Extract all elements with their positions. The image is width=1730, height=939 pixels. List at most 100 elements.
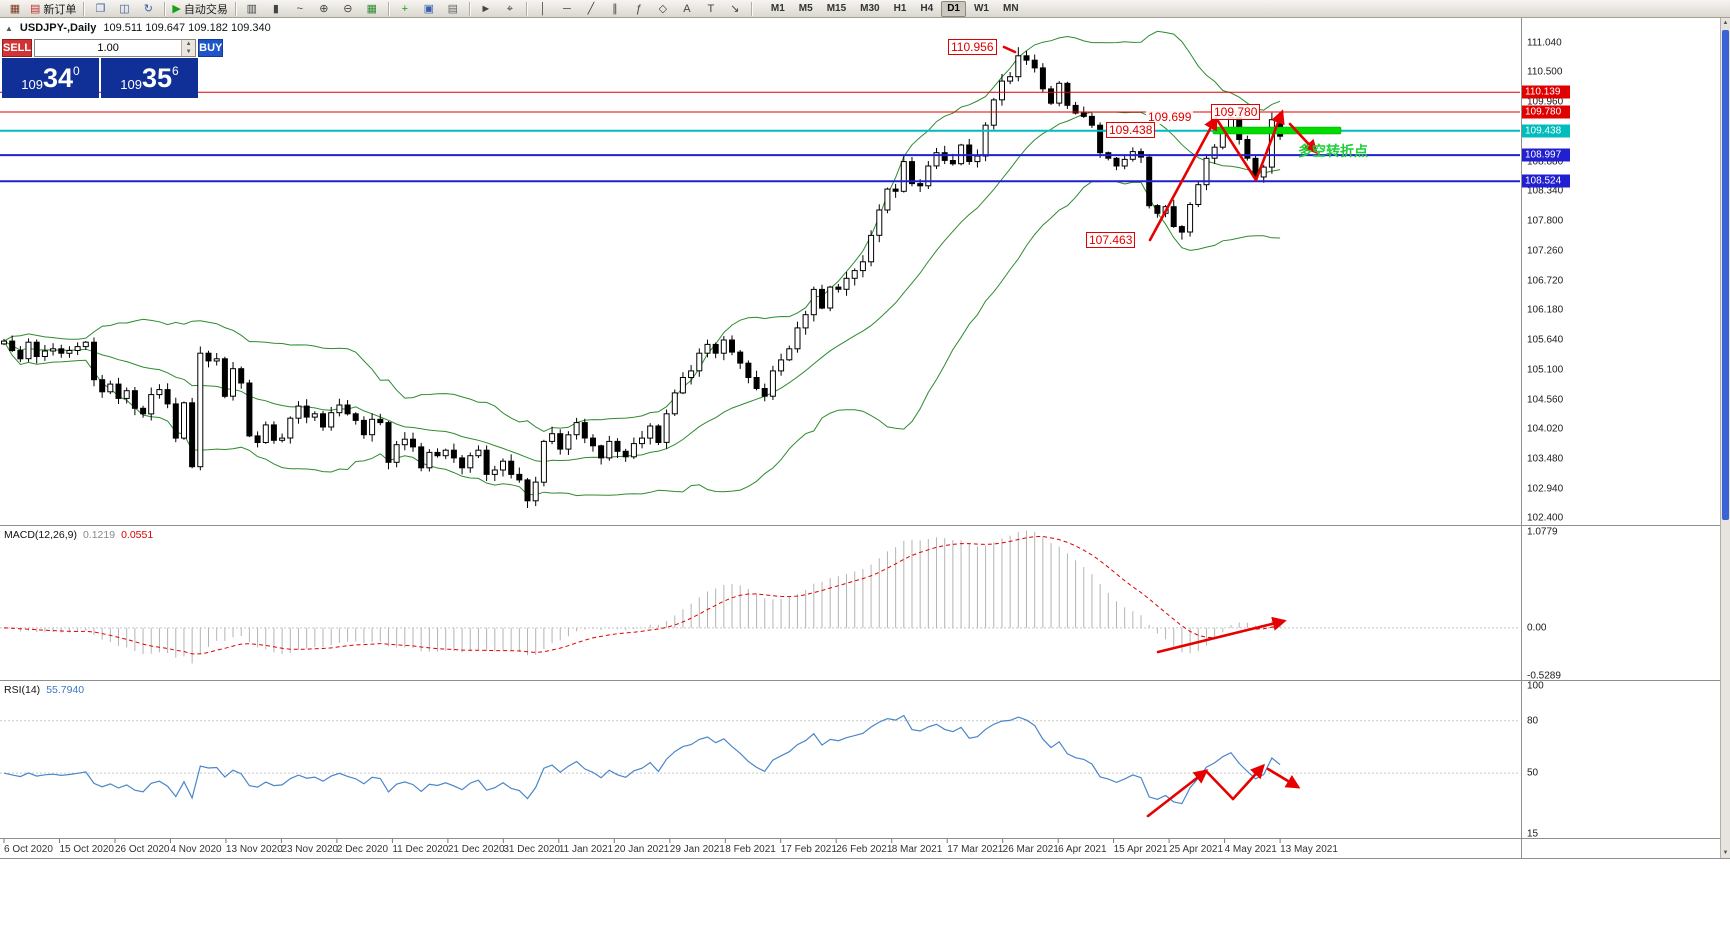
shapes-button[interactable]: ◇ — [651, 0, 675, 18]
volume-up-button[interactable]: ▲ — [182, 40, 196, 48]
rsi-value: 55.7940 — [46, 684, 85, 696]
fibonacci-icon: ƒ — [635, 2, 642, 15]
cursor-button[interactable]: ► — [474, 0, 498, 18]
auto-trading-icon: ▶ — [172, 2, 181, 15]
timeframe-h4-button[interactable]: H4 — [920, 2, 934, 14]
annotation-price-label[interactable]: 109.780 — [1211, 104, 1261, 120]
sell-price-pips: 34 — [42, 62, 74, 93]
market-watch-icon: ◫ — [119, 2, 130, 15]
chart-header: ▲ USDJPY-,Daily 109.511 109.647 109.182 … — [5, 22, 271, 34]
line-chart-button[interactable]: ~ — [288, 0, 312, 18]
scrollbar-thumb[interactable] — [1722, 30, 1729, 520]
auto-trading-button[interactable]: ▶ 自动交易 — [169, 0, 230, 18]
toolbar-separator — [83, 1, 85, 16]
buy-price-point: 6 — [172, 63, 179, 78]
text-label-icon: T — [707, 2, 715, 15]
candlestick-chart-button[interactable]: ▮ — [264, 0, 288, 18]
refresh-icon: ↻ — [143, 2, 154, 15]
toolbar-separator — [750, 1, 752, 16]
timeframe-toolbar: M1 M5 M15 M30 H1 H4 D1 W1 MN — [764, 0, 1026, 17]
arrows-tool-button[interactable]: ↘ — [723, 0, 747, 18]
timeframe-m15-button[interactable]: M15 — [826, 2, 847, 14]
annotation-price-label[interactable]: 110.956 — [948, 39, 997, 55]
channel-icon: ∥ — [612, 2, 618, 15]
scroll-up-icon[interactable]: ▲ — [1722, 20, 1729, 26]
toolbar-button-group: ▦ ▤ 新订单 ❐ ◫ ↻ ▶ 自动交易 ▥ ▮ ~ ⊕ ⊖ ▦ + ▣ ▤ ► ⌖ │ ─ ╱ ∥ ƒ ◇ A T ↘ — [3, 0, 756, 18]
rsi-indicator-label: RSI(14) — [4, 684, 41, 696]
cursor-icon: ► — [480, 2, 492, 15]
tile-windows-button[interactable]: ▣ — [417, 0, 441, 18]
timeframe-mn-button[interactable]: MN — [1002, 2, 1019, 14]
text-button[interactable]: A — [675, 0, 699, 18]
vertical-scrollbar[interactable]: ▲ ▼ — [1720, 18, 1730, 858]
tile-windows-icon: ▣ — [423, 2, 435, 15]
volume-down-button[interactable]: ▼ — [182, 48, 196, 56]
candlestick-chart-icon: ▮ — [272, 2, 279, 15]
annotation-price-label[interactable]: 107.463 — [1086, 232, 1136, 248]
new-order-button[interactable]: ▤ 新订单 — [27, 0, 79, 18]
templates-icon: ▤ — [447, 2, 459, 15]
zoom-out-icon: ⊖ — [343, 2, 353, 15]
chart-title: USDJPY-,Daily — [19, 22, 97, 34]
buy-price-pips: 35 — [141, 62, 173, 93]
volume-field: ▲ ▼ — [34, 39, 197, 57]
zoom-out-button[interactable]: ⊖ — [336, 0, 360, 18]
grid-icon: ▦ — [366, 2, 378, 15]
grid-button[interactable]: ▦ — [360, 0, 384, 18]
zoom-in-icon: ⊕ — [319, 2, 329, 15]
bar-chart-icon: ▥ — [246, 2, 258, 15]
buy-button[interactable]: BUY — [198, 39, 224, 57]
buy-price-display[interactable]: 109 35 6 — [101, 58, 198, 98]
toolbar-separator — [234, 1, 236, 16]
new-chart-button[interactable]: ▦ — [3, 0, 27, 18]
profiles-icon: ❐ — [95, 2, 106, 15]
shapes-icon: ◇ — [658, 2, 668, 15]
rsi-panel-title: RSI(14) 55.7940 — [4, 684, 84, 696]
timeframe-d1-button[interactable]: D1 — [941, 0, 966, 17]
fibonacci-button[interactable]: ƒ — [627, 0, 651, 18]
horizontal-line-icon: ─ — [562, 2, 571, 15]
chart-symbol-icon: ▲ — [5, 24, 13, 33]
market-watch-button[interactable]: ◫ — [112, 0, 136, 18]
text-label-button[interactable]: T — [699, 0, 723, 18]
indicators-button[interactable]: + — [393, 0, 417, 18]
trendline-icon: ╱ — [587, 2, 595, 15]
toolbar-separator — [525, 1, 527, 16]
refresh-button[interactable]: ↻ — [136, 0, 160, 18]
zoom-in-button[interactable]: ⊕ — [312, 0, 336, 18]
macd-panel-title: MACD(12,26,9) 0.1219 0.0551 — [4, 529, 153, 541]
macd-signal-value: 0.0551 — [121, 529, 154, 541]
timeframe-m30-button[interactable]: M30 — [860, 2, 880, 14]
channel-button[interactable]: ∥ — [603, 0, 627, 18]
timeframe-h1-button[interactable]: H1 — [893, 2, 907, 14]
bar-chart-button[interactable]: ▥ — [240, 0, 264, 18]
timeframe-w1-button[interactable]: W1 — [973, 2, 989, 14]
one-click-trading-panel: SELL ▲ ▼ BUY 109 34 0 109 35 6 — [2, 39, 224, 98]
auto-trading-label: 自动交易 — [183, 3, 228, 16]
sell-price-big-figure: 109 — [21, 76, 43, 92]
buy-price-big-figure: 109 — [120, 76, 142, 92]
trendline-button[interactable]: ╱ — [579, 0, 603, 18]
toolbar-separator — [164, 1, 166, 16]
arrows-tool-icon: ↘ — [730, 2, 740, 15]
new-chart-icon: ▦ — [9, 2, 21, 15]
scroll-down-icon[interactable]: ▼ — [1722, 850, 1729, 856]
vertical-line-button[interactable]: │ — [531, 0, 555, 18]
timeframe-m1-button[interactable]: M1 — [770, 2, 785, 14]
sell-button[interactable]: SELL — [2, 39, 33, 57]
chart-ohlc-values: 109.511 109.647 109.182 109.340 — [103, 22, 271, 34]
volume-spinner: ▲ ▼ — [181, 40, 196, 56]
crosshair-button[interactable]: ⌖ — [498, 0, 522, 18]
timeframe-m5-button[interactable]: M5 — [798, 2, 813, 14]
horizontal-line-button[interactable]: ─ — [555, 0, 579, 18]
sell-price-display[interactable]: 109 34 0 — [2, 58, 99, 98]
chinese-annotation-text[interactable]: 多空转折点 — [1298, 143, 1368, 159]
annotation-price-label[interactable]: 109.699 — [1146, 110, 1194, 124]
templates-button[interactable]: ▤ — [441, 0, 465, 18]
volume-input[interactable] — [35, 40, 182, 56]
crosshair-icon: ⌖ — [506, 2, 513, 15]
line-chart-icon: ~ — [296, 2, 304, 15]
annotation-price-label[interactable]: 109.438 — [1106, 122, 1156, 138]
profiles-button[interactable]: ❐ — [88, 0, 112, 18]
